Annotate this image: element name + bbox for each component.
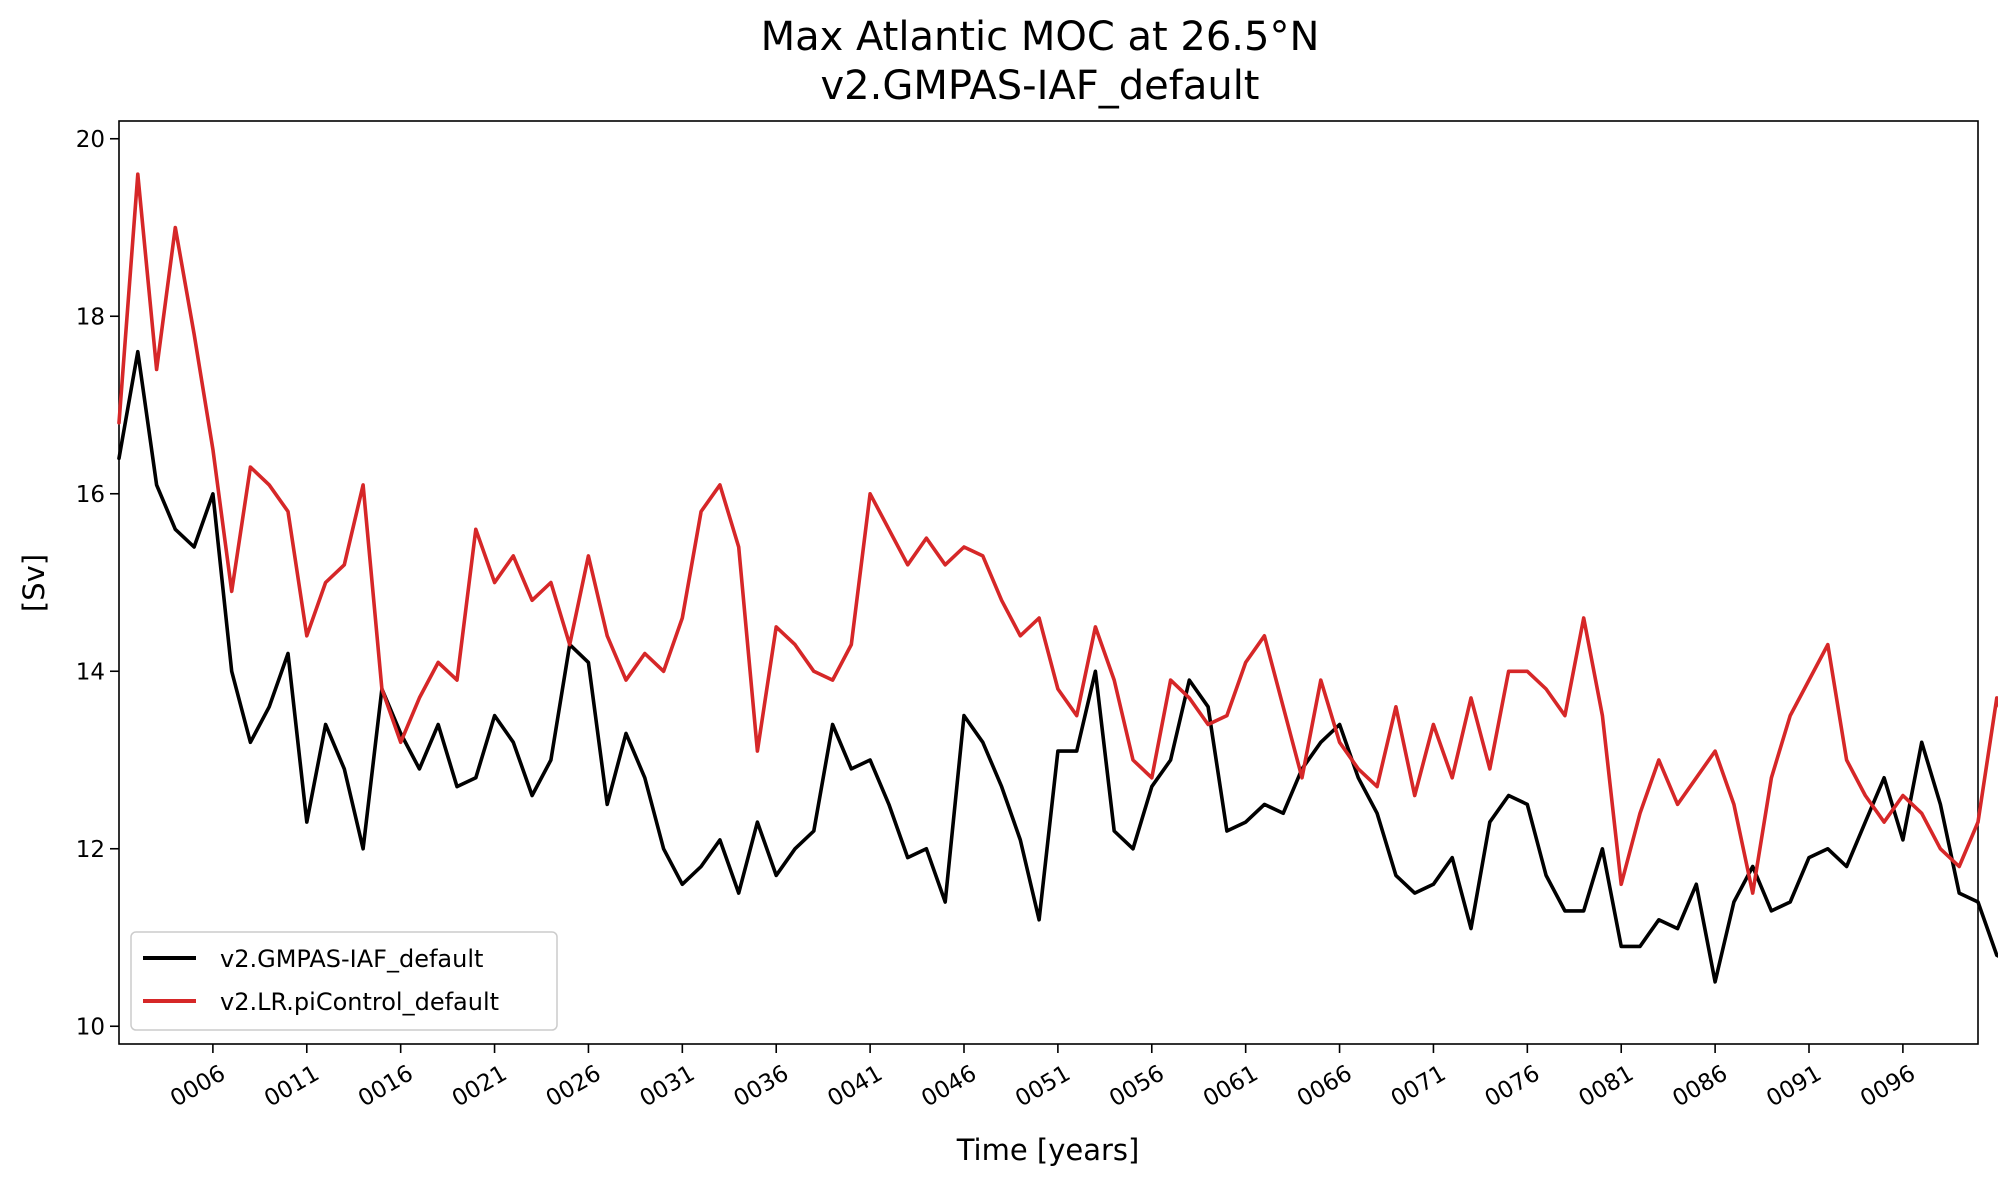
series-line-lr-picontrol <box>117 172 1998 895</box>
y-tick-label: 14 <box>76 659 105 685</box>
y-axis: 10 12 14 16 18 20 <box>76 127 119 1040</box>
legend: v2.GMPAS-IAF_default v2.LR.piControl_def… <box>130 931 558 1031</box>
x-axis-label: Time [years] <box>956 1133 1140 1167</box>
y-tick-label: 12 <box>76 837 105 863</box>
y-tick-label: 10 <box>76 1014 105 1040</box>
legend-label-picontrol: v2.LR.piControl_default <box>220 988 499 1016</box>
plot-area-frame <box>118 120 1979 1045</box>
y-tick-label: 18 <box>76 304 105 330</box>
y-tick-label: 20 <box>76 127 105 153</box>
series-line-gmpas-iaf <box>117 349 1998 984</box>
y-axis-label: [Sv] <box>17 554 51 612</box>
chart-subtitle: v2.GMPAS-IAF_default <box>820 63 1259 109</box>
legend-label-gmpas: v2.GMPAS-IAF_default <box>220 945 483 973</box>
y-tick-label: 16 <box>76 482 105 508</box>
chart-title: Max Atlantic MOC at 26.5°N <box>761 14 1320 60</box>
legend-box <box>130 931 558 1031</box>
series-layer <box>117 172 1998 984</box>
